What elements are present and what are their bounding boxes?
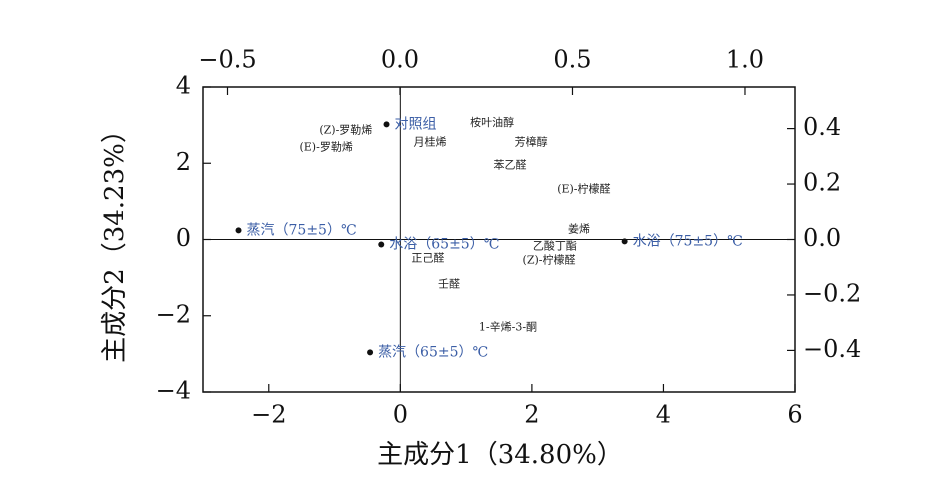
x2-tick-label: 0.5 (553, 46, 591, 74)
loading-label: (Z)-罗勒烯 (319, 124, 372, 137)
score-point (367, 349, 374, 356)
x-tick-label: −2 (251, 401, 286, 429)
x2-tick-label: 1.0 (726, 46, 764, 74)
loading-label: (Z)-柠檬醛 (523, 253, 576, 267)
loading-label: 1-辛烯-3-酮 (479, 319, 537, 333)
loading-label: 苯乙醛 (494, 157, 527, 171)
loading-label: (E)-柠檬醛 (557, 182, 610, 196)
x2-tick-label: 0.0 (381, 46, 419, 74)
loading-label: 月桂烯 (414, 134, 447, 148)
score-label: 水浴（65±5）℃ (389, 236, 499, 252)
score-point (235, 227, 242, 234)
y2-tick-label: 0.4 (803, 113, 841, 141)
x-axis-label: 主成分1（34.80%） (377, 440, 623, 470)
loading-label: 壬醛 (438, 276, 460, 290)
x-tick-label: 0 (393, 401, 408, 429)
y2-tick-label: −0.2 (803, 279, 861, 307)
x-tick-label: 4 (656, 401, 671, 429)
score-label: 蒸汽（65±5）℃ (378, 344, 488, 360)
x2-tick-label: −0.5 (198, 46, 256, 74)
y2-tick-label: −0.4 (803, 335, 861, 363)
loading-label: 乙酸丁酯 (533, 238, 577, 252)
loading-label: 姜烯 (568, 222, 590, 236)
loading-label: (E)-罗勒烯 (299, 140, 352, 153)
score-label: 蒸汽（75±5）℃ (247, 222, 357, 238)
y2-tick-label: 0.0 (803, 224, 841, 252)
score-point (621, 238, 628, 245)
loading-label: 芳樟醇 (515, 134, 548, 148)
score-label: 对照组 (395, 116, 437, 132)
x-tick-label: 2 (524, 401, 539, 429)
loading-label: 桉叶油醇 (470, 115, 514, 129)
y-tick-label: 2 (176, 148, 191, 176)
score-point (383, 121, 390, 128)
x-tick-label: 6 (787, 401, 802, 429)
score-point (378, 241, 385, 248)
y-tick-label: −2 (156, 300, 191, 328)
y-tick-label: 0 (176, 224, 191, 252)
score-label: 水浴（75±5）℃ (633, 233, 743, 249)
y-tick-label: −4 (156, 377, 191, 405)
y-tick-label: 4 (176, 72, 191, 100)
loading-label: 正己醛 (411, 250, 444, 264)
y2-tick-label: 0.2 (803, 169, 841, 197)
y-axis-label: 主成分2（34.23%） (100, 117, 130, 363)
